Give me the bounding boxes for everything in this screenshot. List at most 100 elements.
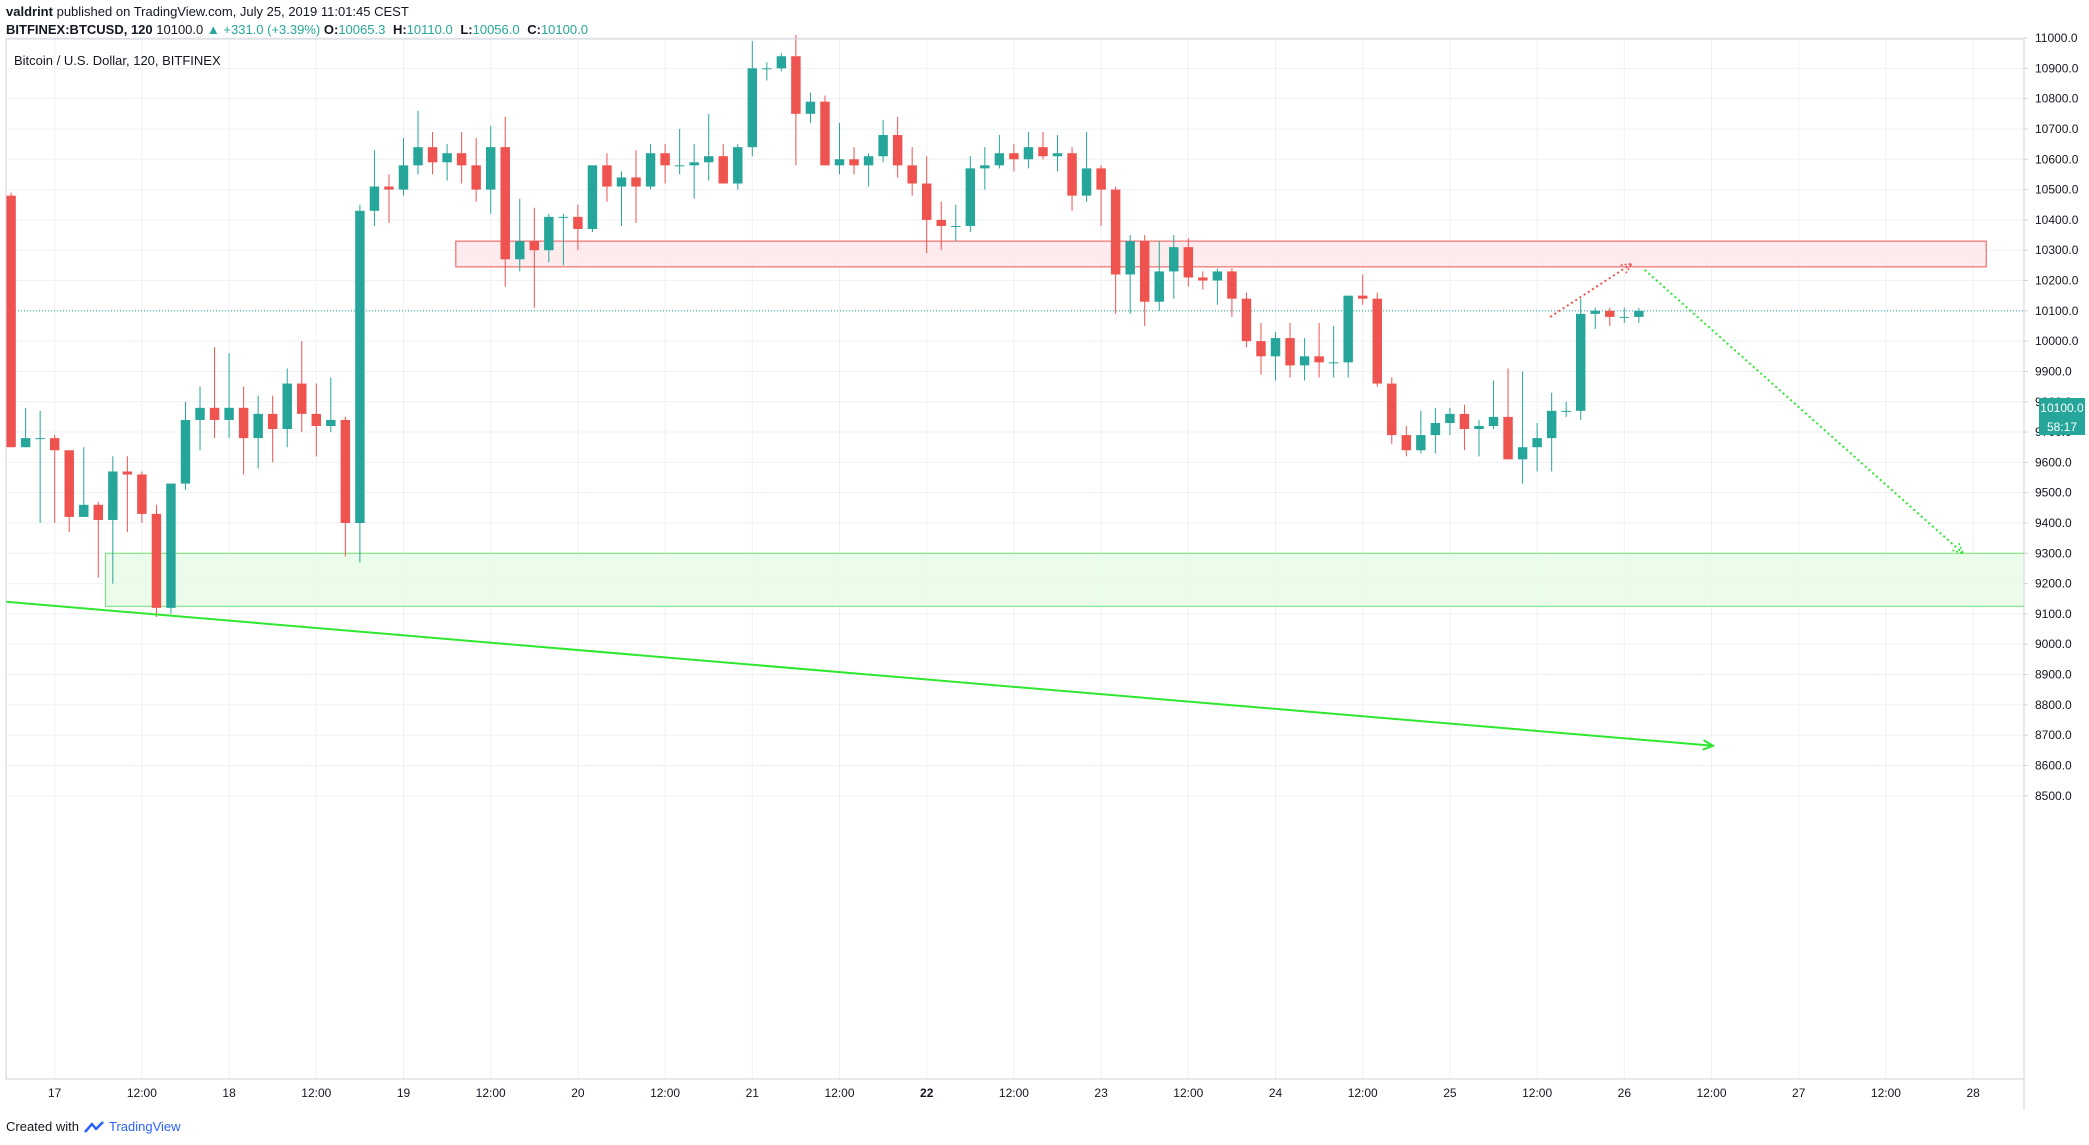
candle[interactable] [1154,241,1164,311]
price-axis[interactable]: 8500.0 8600.0 8700.0 8800.0 8900.0 9000.0 9100… [2024,31,2079,803]
candle[interactable] [369,150,380,226]
candle[interactable] [49,435,60,523]
candle[interactable] [703,113,714,181]
candle[interactable] [6,192,16,448]
candle[interactable] [1343,295,1353,378]
candle[interactable] [1081,131,1092,202]
candle[interactable] [79,447,89,517]
candle[interactable] [209,347,220,439]
candle[interactable] [1110,186,1121,314]
candle[interactable] [282,368,292,448]
candle[interactable] [1605,307,1615,326]
candle[interactable] [137,471,147,523]
candle[interactable] [994,135,1005,169]
candle[interactable] [1256,322,1266,375]
candle[interactable] [805,92,816,123]
candle[interactable] [1634,307,1644,323]
candle[interactable] [660,144,670,184]
candle[interactable] [1590,307,1600,330]
candle[interactable] [1067,147,1077,211]
candle[interactable] [1241,292,1252,348]
candle[interactable] [878,119,888,163]
candle[interactable] [1561,401,1571,417]
candle[interactable] [108,456,118,584]
candle[interactable] [674,128,685,175]
candle[interactable] [573,204,583,251]
candle[interactable] [1270,332,1281,381]
candle[interactable] [1357,274,1368,305]
candle[interactable] [166,483,176,614]
candle[interactable] [544,213,554,263]
candle[interactable] [35,410,45,523]
candle[interactable] [1198,271,1208,290]
candle[interactable] [1401,426,1412,457]
candle[interactable] [1227,268,1237,317]
candle[interactable] [384,174,394,223]
candle[interactable] [1517,371,1528,484]
candle[interactable] [602,153,612,202]
candle[interactable] [1212,268,1223,305]
candle[interactable] [93,501,104,578]
candle[interactable] [311,383,322,457]
candle[interactable] [1416,410,1426,454]
candle[interactable] [1503,368,1513,460]
candle[interactable] [180,401,191,490]
candle[interactable] [427,131,438,175]
candle[interactable] [253,395,263,469]
candle[interactable] [1445,407,1455,436]
candle[interactable] [587,165,598,233]
candle[interactable] [1488,380,1499,430]
candle[interactable] [1532,422,1542,472]
candle[interactable] [1125,235,1135,314]
candle[interactable] [776,53,787,72]
candle[interactable] [1169,235,1179,299]
candle[interactable] [500,116,510,287]
candle[interactable] [1285,322,1295,378]
candle[interactable] [340,416,351,557]
candles-layer[interactable] [6,35,1644,617]
candle[interactable] [64,450,74,533]
candle[interactable] [1459,404,1470,451]
candle[interactable] [863,153,874,187]
candle[interactable] [558,213,569,266]
candle[interactable] [1183,238,1194,287]
candle[interactable] [733,144,743,190]
candle[interactable] [892,116,903,178]
candle[interactable] [355,204,365,563]
candle[interactable] [297,341,307,433]
candle[interactable] [1023,131,1034,169]
candle[interactable] [456,131,467,184]
candle[interactable] [442,144,452,181]
candle[interactable] [267,395,278,463]
candle[interactable] [762,62,772,81]
candle[interactable] [980,147,990,190]
candle[interactable] [326,377,336,433]
candle[interactable] [616,171,627,226]
candle[interactable] [631,150,641,223]
candle[interactable] [413,110,423,175]
candle[interactable] [515,198,525,272]
candle[interactable] [1139,235,1150,326]
candle[interactable] [1430,407,1441,454]
candle[interactable] [1038,131,1048,160]
candle[interactable] [195,386,205,451]
candle[interactable] [645,144,656,190]
candle[interactable] [1619,307,1630,323]
candle[interactable] [849,147,859,175]
candle[interactable] [921,156,932,254]
author-name[interactable]: valdrint [6,4,53,19]
candle[interactable] [1474,419,1484,457]
candle[interactable] [718,144,728,184]
candle[interactable] [907,147,917,196]
candle[interactable] [1372,292,1382,387]
candle[interactable] [951,204,961,242]
candle[interactable] [151,504,162,617]
candle[interactable] [689,144,699,199]
candle[interactable] [1328,325,1339,378]
candle[interactable] [1575,298,1586,420]
candle[interactable] [485,125,496,214]
candle[interactable] [820,95,830,166]
candle[interactable] [471,138,481,202]
candle[interactable] [122,456,133,533]
candle[interactable] [238,386,249,475]
